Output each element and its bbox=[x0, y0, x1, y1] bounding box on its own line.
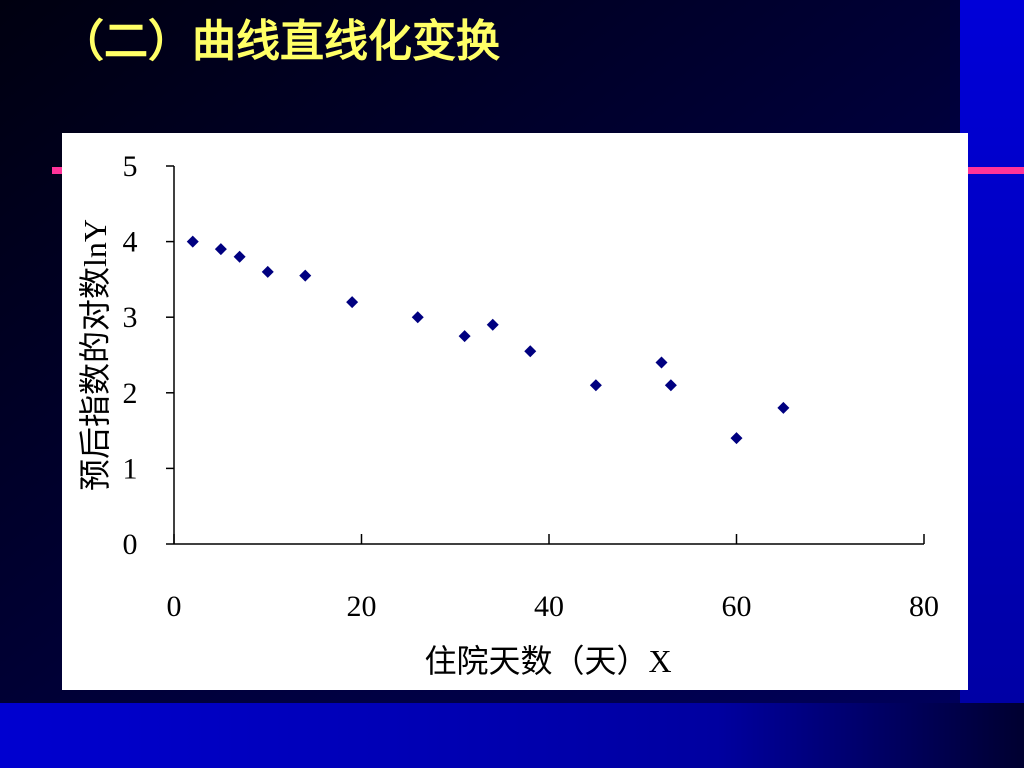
bottom-band bbox=[0, 703, 1024, 768]
x-axis-label: 住院天数（天）X bbox=[424, 643, 671, 679]
y-tick-label: 2 bbox=[123, 377, 138, 410]
point bbox=[411, 311, 424, 324]
point bbox=[186, 235, 199, 248]
point bbox=[655, 356, 668, 369]
point bbox=[458, 330, 471, 343]
point bbox=[664, 379, 677, 392]
y-axis-label: 预后指数的对数lnY bbox=[77, 219, 113, 491]
y-tick-label: 0 bbox=[123, 528, 138, 561]
point bbox=[214, 243, 227, 256]
point bbox=[261, 265, 274, 278]
point bbox=[777, 401, 790, 414]
y-tick-label: 3 bbox=[123, 301, 138, 334]
x-tick-label: 40 bbox=[534, 590, 564, 623]
point bbox=[730, 432, 743, 445]
x-tick-label: 60 bbox=[722, 590, 752, 623]
x-tick-label: 0 bbox=[167, 590, 182, 623]
x-tick-label: 80 bbox=[909, 590, 939, 623]
point bbox=[524, 345, 537, 358]
point bbox=[233, 250, 246, 263]
plot: 0 1 2 3 4 5 0 20 40 60 80 住院天数（天）X 预后指数的对数lnY bbox=[77, 150, 939, 679]
point bbox=[346, 296, 359, 309]
y-tick-label: 5 bbox=[123, 150, 138, 183]
side-band bbox=[960, 0, 1024, 768]
x-tick-label: 20 bbox=[347, 590, 377, 623]
chart-panel bbox=[62, 133, 968, 690]
slide-title: （二）曲线直线化变换 bbox=[60, 16, 500, 67]
point bbox=[486, 318, 499, 331]
y-tick-label: 4 bbox=[123, 226, 138, 259]
y-tick-label: 1 bbox=[123, 452, 138, 485]
point bbox=[299, 269, 312, 282]
point bbox=[589, 379, 602, 392]
